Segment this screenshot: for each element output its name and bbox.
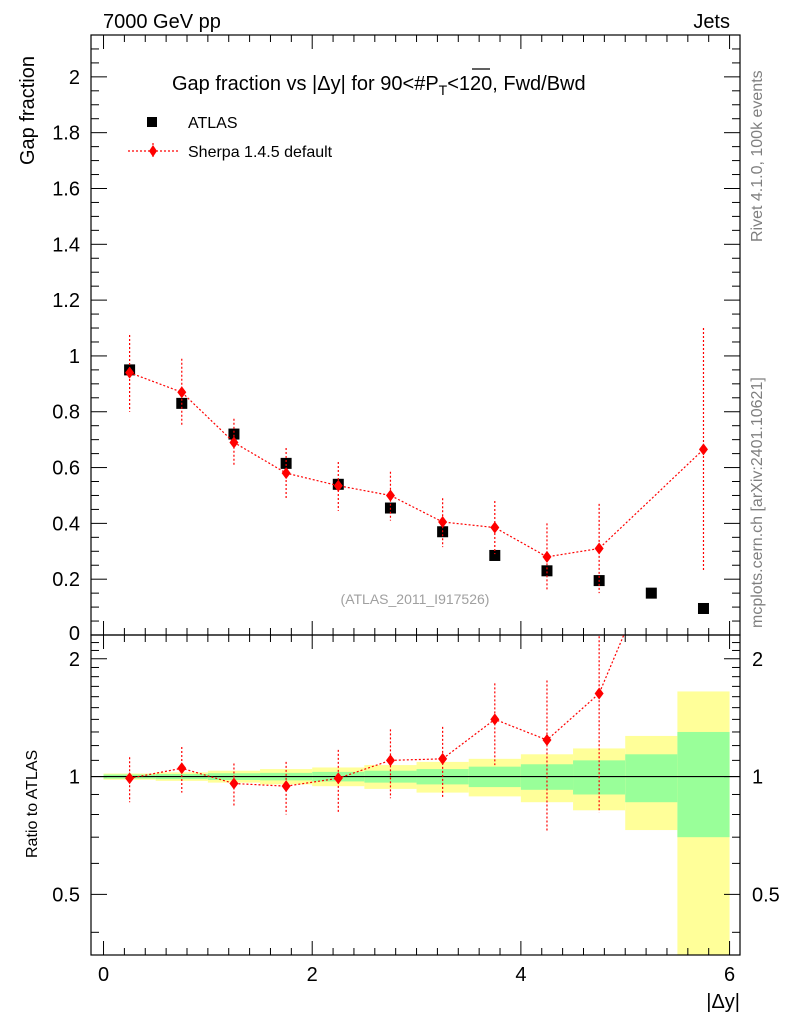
ratio-y-tick-label: 2 [69,649,80,671]
axes: 0 2 4 6 0.2 0.4 0.6 0.8 1 1.2 1.4 1.6 1.8 2 0 0.5 0.5 1 1 2… [52,34,780,986]
title-pre: Gap fraction vs |Δy| for 90<# [172,73,426,95]
sherpa-point [490,521,500,534]
sherpa-point [281,467,291,480]
main-y-tick-label: 2 [69,67,80,89]
x-tick-label: 2 [307,964,318,986]
ratio-band-green [625,754,678,803]
ratio-sherpa-point [229,777,239,790]
main-ylabel: Gap fraction [17,56,39,165]
sherpa-point [698,443,708,456]
ratio-y-tick-label: 1 [69,767,80,789]
main-y-tick-label: 0.4 [52,513,80,535]
rivet-label: Rivet 4.1.0, 100k events [749,70,766,242]
header-left: 7000 GeV pp [103,11,221,33]
legend: ATLAS Sherpa 1.4.5 default [128,115,333,161]
atlas-point [645,587,657,599]
title-sub: T [439,82,448,98]
sherpa-point [594,542,604,555]
atlas-point [697,602,709,614]
x-tick-label: 6 [724,964,735,986]
ratio-sherpa-point [490,713,500,726]
mcplots-label: mcplots.cern.ch [arXiv:2401.10621] [749,377,766,628]
sherpa-point [438,515,448,528]
ratio-sherpa-point [281,780,291,793]
ratio-y-tick-label-right: 0.5 [752,884,780,906]
atlas-point [489,549,501,561]
sherpa-point [385,489,395,502]
ratio-sherpa-point [385,754,395,767]
plot-title: Gap fraction vs |Δy| for 90<#PT<120, Fwd… [172,73,586,98]
x-tick-label: 4 [515,964,526,986]
sherpa-point [542,550,552,563]
ratio-sherpa-point [125,772,135,785]
ratio-sherpa-point [333,772,343,785]
ratio-band-green [677,731,730,838]
legend-sherpa-label: Sherpa 1.4.5 default [188,144,333,161]
main-y-tick-label: 1.8 [52,123,80,145]
ratio-y-tick-label-right: 2 [752,649,763,671]
ratio-y-tick-label: 0.5 [52,884,80,906]
main-data [124,328,709,614]
atlas-point [228,428,240,440]
ratio-sherpa-point [177,762,187,775]
x-tick-label: 0 [98,964,109,986]
legend-sherpa-marker [149,145,157,157]
ratio-data [125,635,625,833]
main-y-tick-label: 0.2 [52,569,80,591]
sherpa-point [229,436,239,449]
atlas-point [541,565,553,577]
main-y-tick-label: 0.6 [52,458,80,480]
header-right: Jets [693,11,730,33]
ratio-y-tick-label-right: 1 [752,767,763,789]
ratio-sherpa-point [594,687,604,700]
ratio-sherpa-point [438,752,448,765]
ratio-ylabel: Ratio to ATLAS [24,750,41,858]
sherpa-point [125,366,135,379]
ratio-sherpa-line [129,635,625,787]
main-y-tick-label: 1.6 [52,178,80,200]
ratio-sherpa-point [542,734,552,747]
main-y-tick-label: 0.8 [52,402,80,424]
legend-atlas-label: ATLAS [188,115,238,132]
sherpa-point [333,479,343,492]
reference-label: (ATLAS_2011_I917526) [341,591,490,607]
main-y-zero-label: 0 [69,623,80,645]
title-p: P [425,73,438,95]
ratio-frame [90,634,741,956]
sherpa-line [129,372,704,558]
x-axis-label: |Δy| [706,991,740,1013]
legend-atlas-marker [147,117,157,127]
main-y-tick-label: 1 [69,346,80,368]
atlas-point [280,457,292,469]
main-y-tick-label: 1.2 [52,290,80,312]
title-post: <120, Fwd/Bwd [447,73,585,95]
ratio-bands [103,691,730,955]
main-y-tick-label: 1.4 [52,234,80,256]
sherpa-point [177,386,187,399]
